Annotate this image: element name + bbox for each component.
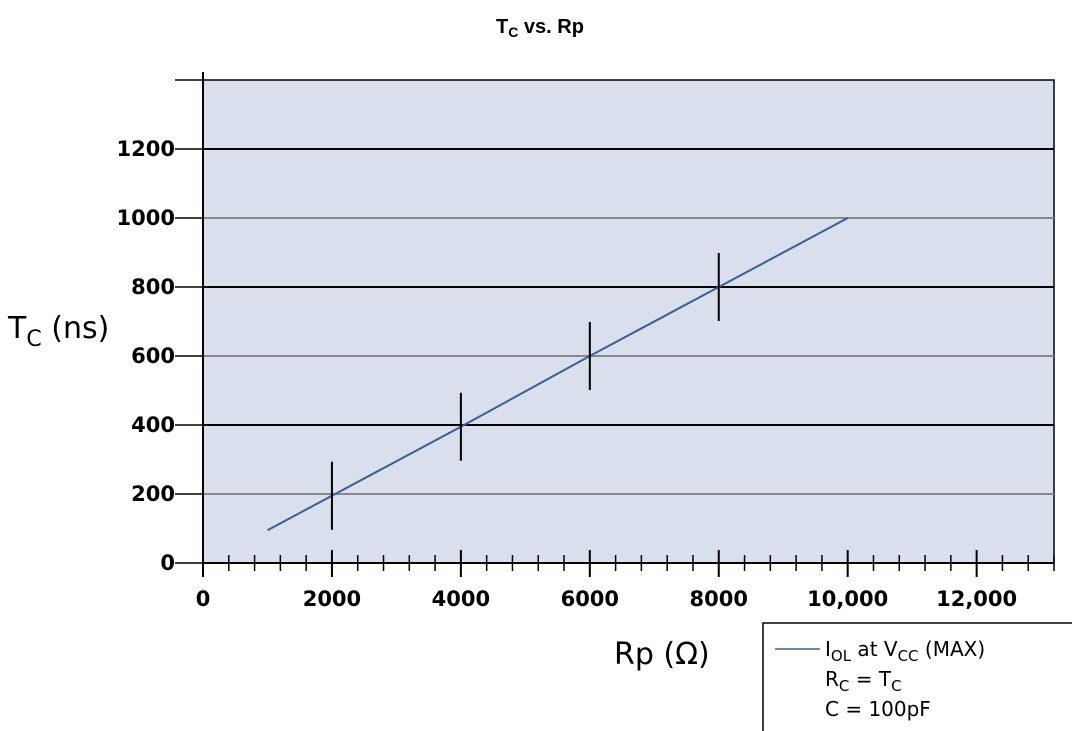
legend-series-label: IOL at VCC (MAX) bbox=[825, 637, 985, 665]
x-tick-label: 10,000 bbox=[807, 587, 888, 611]
grid-lines bbox=[203, 148, 1054, 495]
series-line bbox=[266, 217, 849, 532]
x-tick-label: 4000 bbox=[432, 587, 490, 611]
x-tick-label: 2000 bbox=[303, 587, 361, 611]
y-tick-label: 400 bbox=[131, 413, 175, 437]
legend-line-2: C = 100pF bbox=[825, 697, 931, 721]
x-tick-label: 6000 bbox=[561, 587, 619, 611]
legend-box bbox=[762, 622, 1072, 731]
legend-line-1: RC = TC bbox=[825, 667, 902, 695]
x-axis-label: Rp (Ω) bbox=[614, 637, 710, 672]
axes bbox=[202, 72, 1054, 564]
y-tick-label: 200 bbox=[131, 482, 175, 506]
y-tick-label: 600 bbox=[131, 344, 175, 368]
y-tick-label: 1200 bbox=[117, 137, 175, 161]
x-tick-label: 12,000 bbox=[936, 587, 1017, 611]
plot-area bbox=[202, 79, 1055, 564]
x-ticks: 0 2000 4000 6000 8000 10,000 12,000 bbox=[196, 550, 1055, 611]
y-axis-label: TC (ns) bbox=[7, 311, 109, 352]
y-ticks: 0 200 400 600 800 1000 1200 bbox=[117, 79, 203, 575]
legend: IOL at VCC (MAX) RC = TC C = 100pF bbox=[762, 622, 1072, 731]
series-layer bbox=[266, 217, 849, 532]
x-tick-label: 8000 bbox=[690, 587, 748, 611]
x-tick-label: 0 bbox=[196, 587, 211, 611]
y-tick-label: 800 bbox=[131, 275, 175, 299]
y-tick-label: 0 bbox=[160, 551, 175, 575]
y-tick-label: 1000 bbox=[117, 206, 175, 230]
chart-title: TC vs. Rp bbox=[496, 16, 584, 40]
